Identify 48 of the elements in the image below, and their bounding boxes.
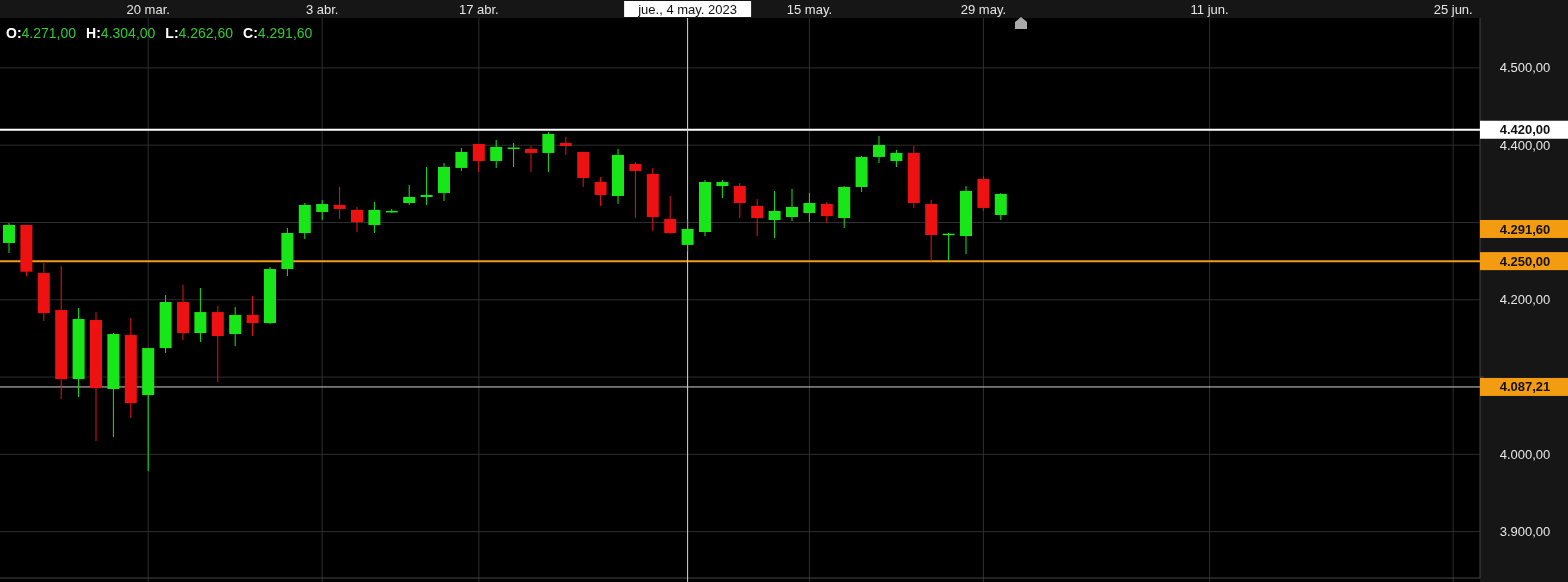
candlestick bbox=[873, 135, 885, 164]
x-tick-label: 25 jun. bbox=[1433, 1, 1473, 17]
candlestick bbox=[472, 143, 485, 173]
candlestick bbox=[803, 192, 816, 223]
x-tick-label: 17 abr. bbox=[458, 1, 499, 17]
y-tick-label: 4.500,00 bbox=[1499, 60, 1551, 76]
candlestick bbox=[420, 166, 433, 206]
ref-line-label: 4.420,00 bbox=[1499, 122, 1551, 138]
candlestick bbox=[3, 222, 15, 254]
candlestick bbox=[664, 195, 677, 235]
candlestick bbox=[751, 198, 764, 237]
candlestick bbox=[786, 188, 798, 222]
candlestick bbox=[542, 131, 555, 173]
candlestick bbox=[559, 136, 572, 156]
text: 4.291,60 bbox=[1499, 221, 1551, 237]
candlestick bbox=[194, 287, 207, 343]
candlestick bbox=[820, 201, 833, 224]
x-tick-label: 15 may. bbox=[786, 1, 833, 17]
y-tick-label: 4.400,00 bbox=[1499, 137, 1551, 153]
x-tick-label: jue., 4 may. 2023 bbox=[637, 1, 737, 17]
x-tick-label: 20 mar. bbox=[126, 1, 170, 17]
candlestick bbox=[368, 201, 381, 234]
candlestick bbox=[681, 218, 694, 252]
candlestick bbox=[211, 305, 224, 383]
ref-line-label: 4.087,21 bbox=[1499, 379, 1551, 395]
candlestick bbox=[490, 139, 503, 169]
candlestick bbox=[733, 182, 746, 219]
y-tick-label: 4.000,00 bbox=[1499, 446, 1551, 462]
candlestick bbox=[403, 184, 416, 206]
candlestick bbox=[246, 295, 259, 337]
candlestick bbox=[768, 190, 781, 239]
candlestick bbox=[994, 192, 1007, 221]
candlestick bbox=[316, 199, 329, 221]
x-tick-label: 11 jun. bbox=[1190, 1, 1229, 17]
candlestick bbox=[333, 186, 346, 220]
candlestick bbox=[351, 206, 363, 233]
ref-line-label: 4.250,00 bbox=[1499, 253, 1551, 269]
x-tick-label: 29 may. bbox=[960, 1, 1007, 17]
candlestick bbox=[594, 176, 607, 207]
candlestick bbox=[629, 161, 642, 219]
candlestick bbox=[525, 145, 537, 173]
chart-title: O:4.271,00 H:4.304,00 L:4.262,60 C:4.291,60 bbox=[6, 25, 313, 41]
y-tick-label: 4.200,00 bbox=[1499, 292, 1551, 308]
x-tick-label: 3 abr. bbox=[305, 1, 339, 17]
candlestick bbox=[716, 179, 729, 199]
candlestick bbox=[455, 147, 468, 172]
y-tick-label: 3.900,00 bbox=[1499, 524, 1551, 540]
candlestick bbox=[229, 306, 242, 347]
